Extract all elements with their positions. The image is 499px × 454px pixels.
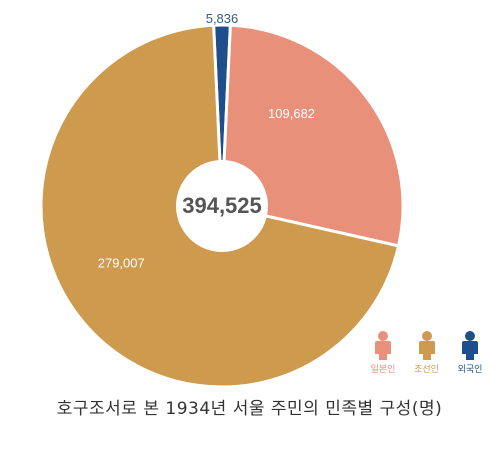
legend-label-korean: 조선인 [414, 365, 439, 375]
donut-chart: 5,836 109,682 279,007 394,525 [39, 11, 405, 389]
legend-item-japanese: 일본인 [364, 330, 402, 375]
total-label: 394,525 [182, 193, 262, 218]
legend-item-korean: 조선인 [408, 330, 446, 375]
person-icon [462, 331, 478, 360]
person-icon [418, 331, 435, 360]
slice-label-korean: 279,007 [98, 255, 145, 270]
chart-title: 호구조서로 본 1934년 서울 주민의 민족별 구성(명) [56, 399, 443, 419]
person-icon [375, 331, 391, 360]
legend: 일본인 조선인 외국인 [364, 330, 489, 375]
legend-label-japanese: 일본인 [370, 365, 396, 375]
slice-label-japanese: 109,682 [268, 106, 315, 121]
legend-item-foreigner: 외국인 [451, 330, 489, 375]
slice-japanese [220, 23, 405, 248]
legend-label-foreigner: 외국인 [457, 365, 483, 375]
slice-label-foreigner: 5,836 [206, 11, 239, 26]
donut-hole [176, 160, 268, 252]
